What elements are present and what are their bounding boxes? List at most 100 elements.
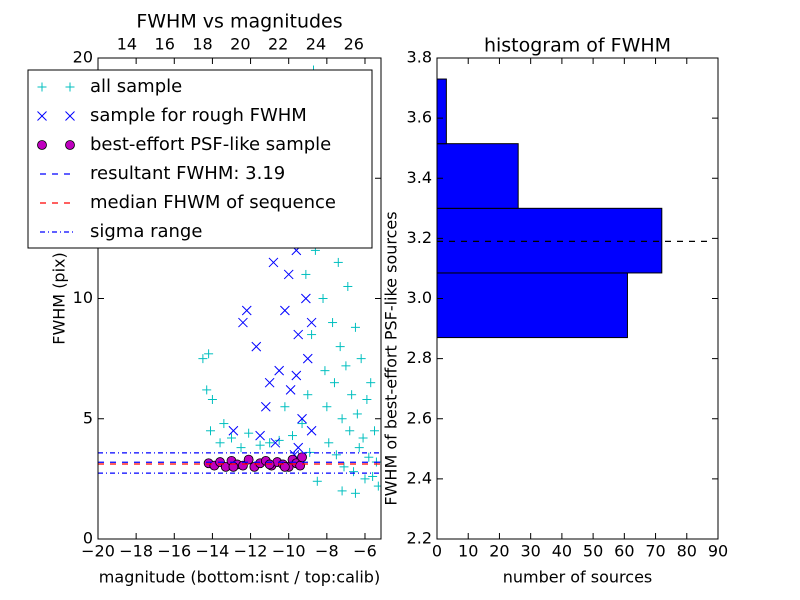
point <box>297 413 307 424</box>
point <box>312 476 322 486</box>
point <box>358 433 368 443</box>
point <box>347 390 357 400</box>
point <box>362 395 372 405</box>
point <box>255 430 265 441</box>
x-tick-label: 50 <box>583 542 603 561</box>
point <box>301 269 311 279</box>
marker-stroke <box>228 425 239 436</box>
point <box>274 365 285 376</box>
chart-title: FWHM vs magnitudes <box>136 11 342 33</box>
point <box>274 435 284 445</box>
legend-marker <box>37 111 47 121</box>
legend-marker <box>65 111 75 121</box>
y-tick-label: 2.6 <box>407 408 432 427</box>
marker-stroke <box>302 353 313 364</box>
point <box>331 450 341 460</box>
x2-tick-label: 14 <box>117 35 137 54</box>
point <box>373 481 381 491</box>
point <box>265 438 275 448</box>
bar <box>436 207 663 274</box>
point <box>320 366 330 376</box>
y-tick-label: 3.4 <box>407 168 432 187</box>
bar <box>436 143 519 209</box>
point <box>322 402 332 412</box>
marker-stroke <box>264 377 275 388</box>
x2-tick-label: 26 <box>344 35 364 54</box>
point <box>350 488 360 498</box>
point <box>318 294 328 303</box>
point <box>207 395 217 405</box>
chart-title: histogram of FWHM <box>484 35 671 57</box>
y-tick-label: 0 <box>83 529 93 548</box>
x-tick-label: −14 <box>196 542 230 561</box>
y-tick-label: 10 <box>73 288 93 307</box>
x-tick-label: 70 <box>645 542 665 561</box>
point <box>241 305 252 316</box>
point <box>339 462 349 472</box>
point <box>283 269 294 280</box>
point <box>341 361 351 371</box>
point <box>215 438 225 448</box>
point <box>279 461 290 472</box>
point <box>343 281 353 291</box>
x-tick-label: 10 <box>458 542 478 561</box>
point <box>264 377 275 388</box>
x-tick-label: 40 <box>552 542 572 561</box>
point <box>360 474 370 484</box>
marker-stroke <box>268 257 279 268</box>
marker-stroke <box>280 305 290 316</box>
y-tick-label: 2.2 <box>407 529 432 548</box>
marker-stroke <box>285 385 296 395</box>
point <box>324 438 334 448</box>
point <box>354 443 364 453</box>
x2-tick-label: 22 <box>268 35 288 54</box>
point <box>364 452 374 462</box>
point <box>297 452 307 463</box>
marker-stroke <box>301 293 311 304</box>
legend-label: all sample <box>90 76 182 97</box>
x-tick-label: 0 <box>432 542 442 561</box>
x2-tick-label: 18 <box>192 35 212 54</box>
point <box>356 354 366 364</box>
point <box>244 428 254 438</box>
y-axis-label: FWHM of best-effort PSF-like sources <box>382 211 401 505</box>
x-tick-label: −6 <box>353 542 377 561</box>
marker-stroke <box>306 425 317 436</box>
point <box>301 293 311 304</box>
point <box>329 378 339 388</box>
y-tick-label: 3.0 <box>407 288 432 307</box>
legend-label: sigma range <box>90 221 202 242</box>
legend-marker <box>65 140 75 150</box>
x-tick-label: −18 <box>119 542 153 561</box>
point <box>337 486 347 496</box>
point <box>288 431 298 441</box>
point <box>226 433 236 443</box>
marker-stroke <box>255 430 265 441</box>
marker-stroke <box>293 442 304 453</box>
x-tick-label: −12 <box>234 542 268 561</box>
point <box>307 330 317 340</box>
point <box>349 467 359 477</box>
x-tick-label: 20 <box>489 542 509 561</box>
y-tick-label: 5 <box>83 408 93 427</box>
marker-stroke <box>251 341 262 352</box>
legend-label: sample for rough FWHM <box>90 105 307 126</box>
point <box>255 440 265 450</box>
y-tick-label: 3.6 <box>407 108 432 127</box>
point <box>219 419 229 429</box>
point <box>293 329 304 340</box>
point <box>368 471 378 481</box>
marker-stroke <box>270 437 281 448</box>
point <box>352 409 362 419</box>
point <box>306 425 317 436</box>
y-tick-label: 3.8 <box>407 48 432 67</box>
marker-stroke <box>291 370 302 381</box>
point <box>370 426 380 436</box>
x2-tick-label: 20 <box>230 35 250 54</box>
x-tick-label: −20 <box>81 542 115 561</box>
x2-tick-label: 16 <box>155 35 175 54</box>
y-tick-label: 20 <box>73 48 93 67</box>
x-tick-label: 90 <box>708 542 728 561</box>
point <box>236 443 246 453</box>
marker-stroke <box>293 329 304 340</box>
